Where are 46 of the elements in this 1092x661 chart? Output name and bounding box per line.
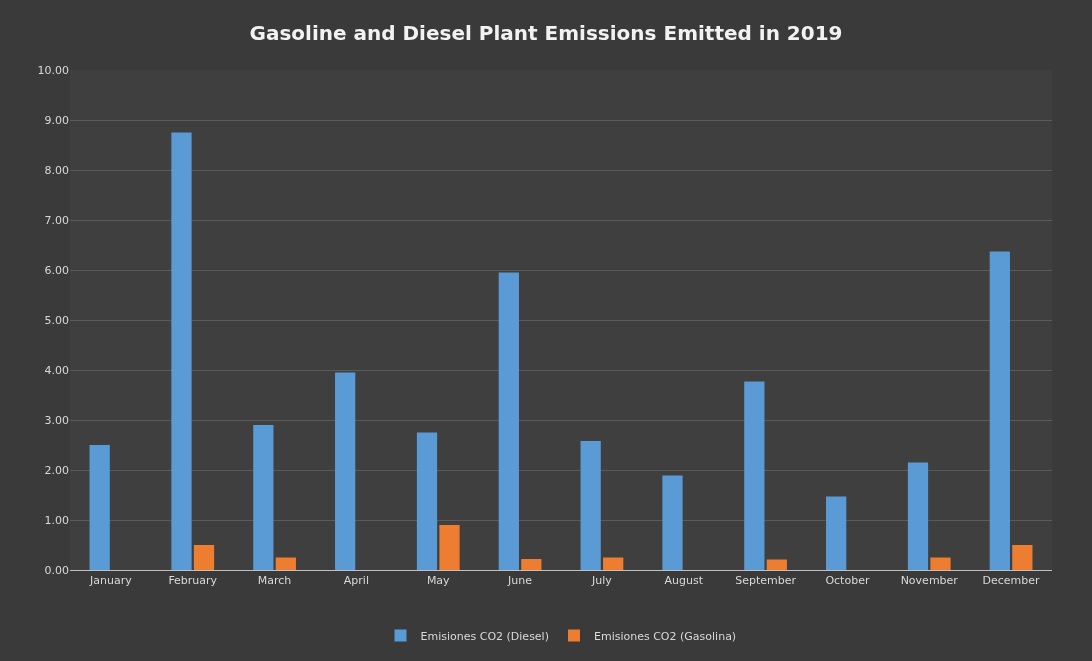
bar — [171, 132, 192, 570]
x-tick-label: January — [89, 574, 133, 588]
y-tick-label: 5.00 — [44, 313, 69, 327]
bar — [521, 559, 542, 570]
x-tick-label: December — [982, 574, 1041, 588]
y-tick-label: 2.00 — [44, 463, 69, 477]
x-tick-label: October — [825, 574, 870, 588]
bar — [580, 441, 601, 570]
y-tick-label: 9.00 — [44, 113, 69, 127]
x-tick-label: May — [426, 574, 451, 588]
y-tick-label: 0.00 — [44, 563, 69, 577]
bar — [416, 432, 438, 570]
y-tick-label: 8.00 — [44, 163, 69, 177]
bar — [335, 372, 356, 570]
bar — [193, 545, 215, 570]
x-tick-label: April — [343, 574, 369, 588]
bar — [989, 251, 1010, 570]
bar — [907, 462, 929, 570]
bar — [930, 557, 951, 570]
bar — [253, 425, 274, 570]
x-tick-label: March — [257, 574, 292, 588]
bar — [766, 559, 787, 570]
y-tick-label: 1.00 — [44, 513, 69, 527]
x-tick-label: November — [900, 574, 959, 588]
bar — [662, 475, 683, 570]
y-tick-label: 6.00 — [44, 263, 69, 277]
x-tick-label: August — [664, 574, 704, 588]
bar — [498, 272, 519, 570]
x-tick-label: February — [168, 574, 218, 588]
chart-title: Gasoline and Diesel Plant Emissions Emitted in 2019 — [249, 21, 843, 46]
legend-label: Emisiones CO2 (Diesel) — [420, 629, 549, 643]
x-tick-label: July — [591, 574, 613, 588]
y-tick-label: 3.00 — [44, 413, 69, 427]
bar — [826, 496, 847, 570]
x-tick-label: September — [735, 574, 797, 588]
bar — [89, 445, 110, 570]
legend-label: Emisiones CO2 (Gasolina) — [593, 629, 737, 643]
y-tick-label: 10.00 — [37, 63, 69, 77]
bar — [744, 381, 765, 570]
bar — [603, 557, 624, 570]
bar — [1012, 545, 1033, 570]
x-tick-label: June — [507, 574, 533, 588]
bar — [275, 557, 296, 570]
y-tick-label: 4.00 — [44, 363, 69, 377]
bar — [439, 525, 460, 570]
y-tick-label: 7.00 — [44, 213, 69, 227]
